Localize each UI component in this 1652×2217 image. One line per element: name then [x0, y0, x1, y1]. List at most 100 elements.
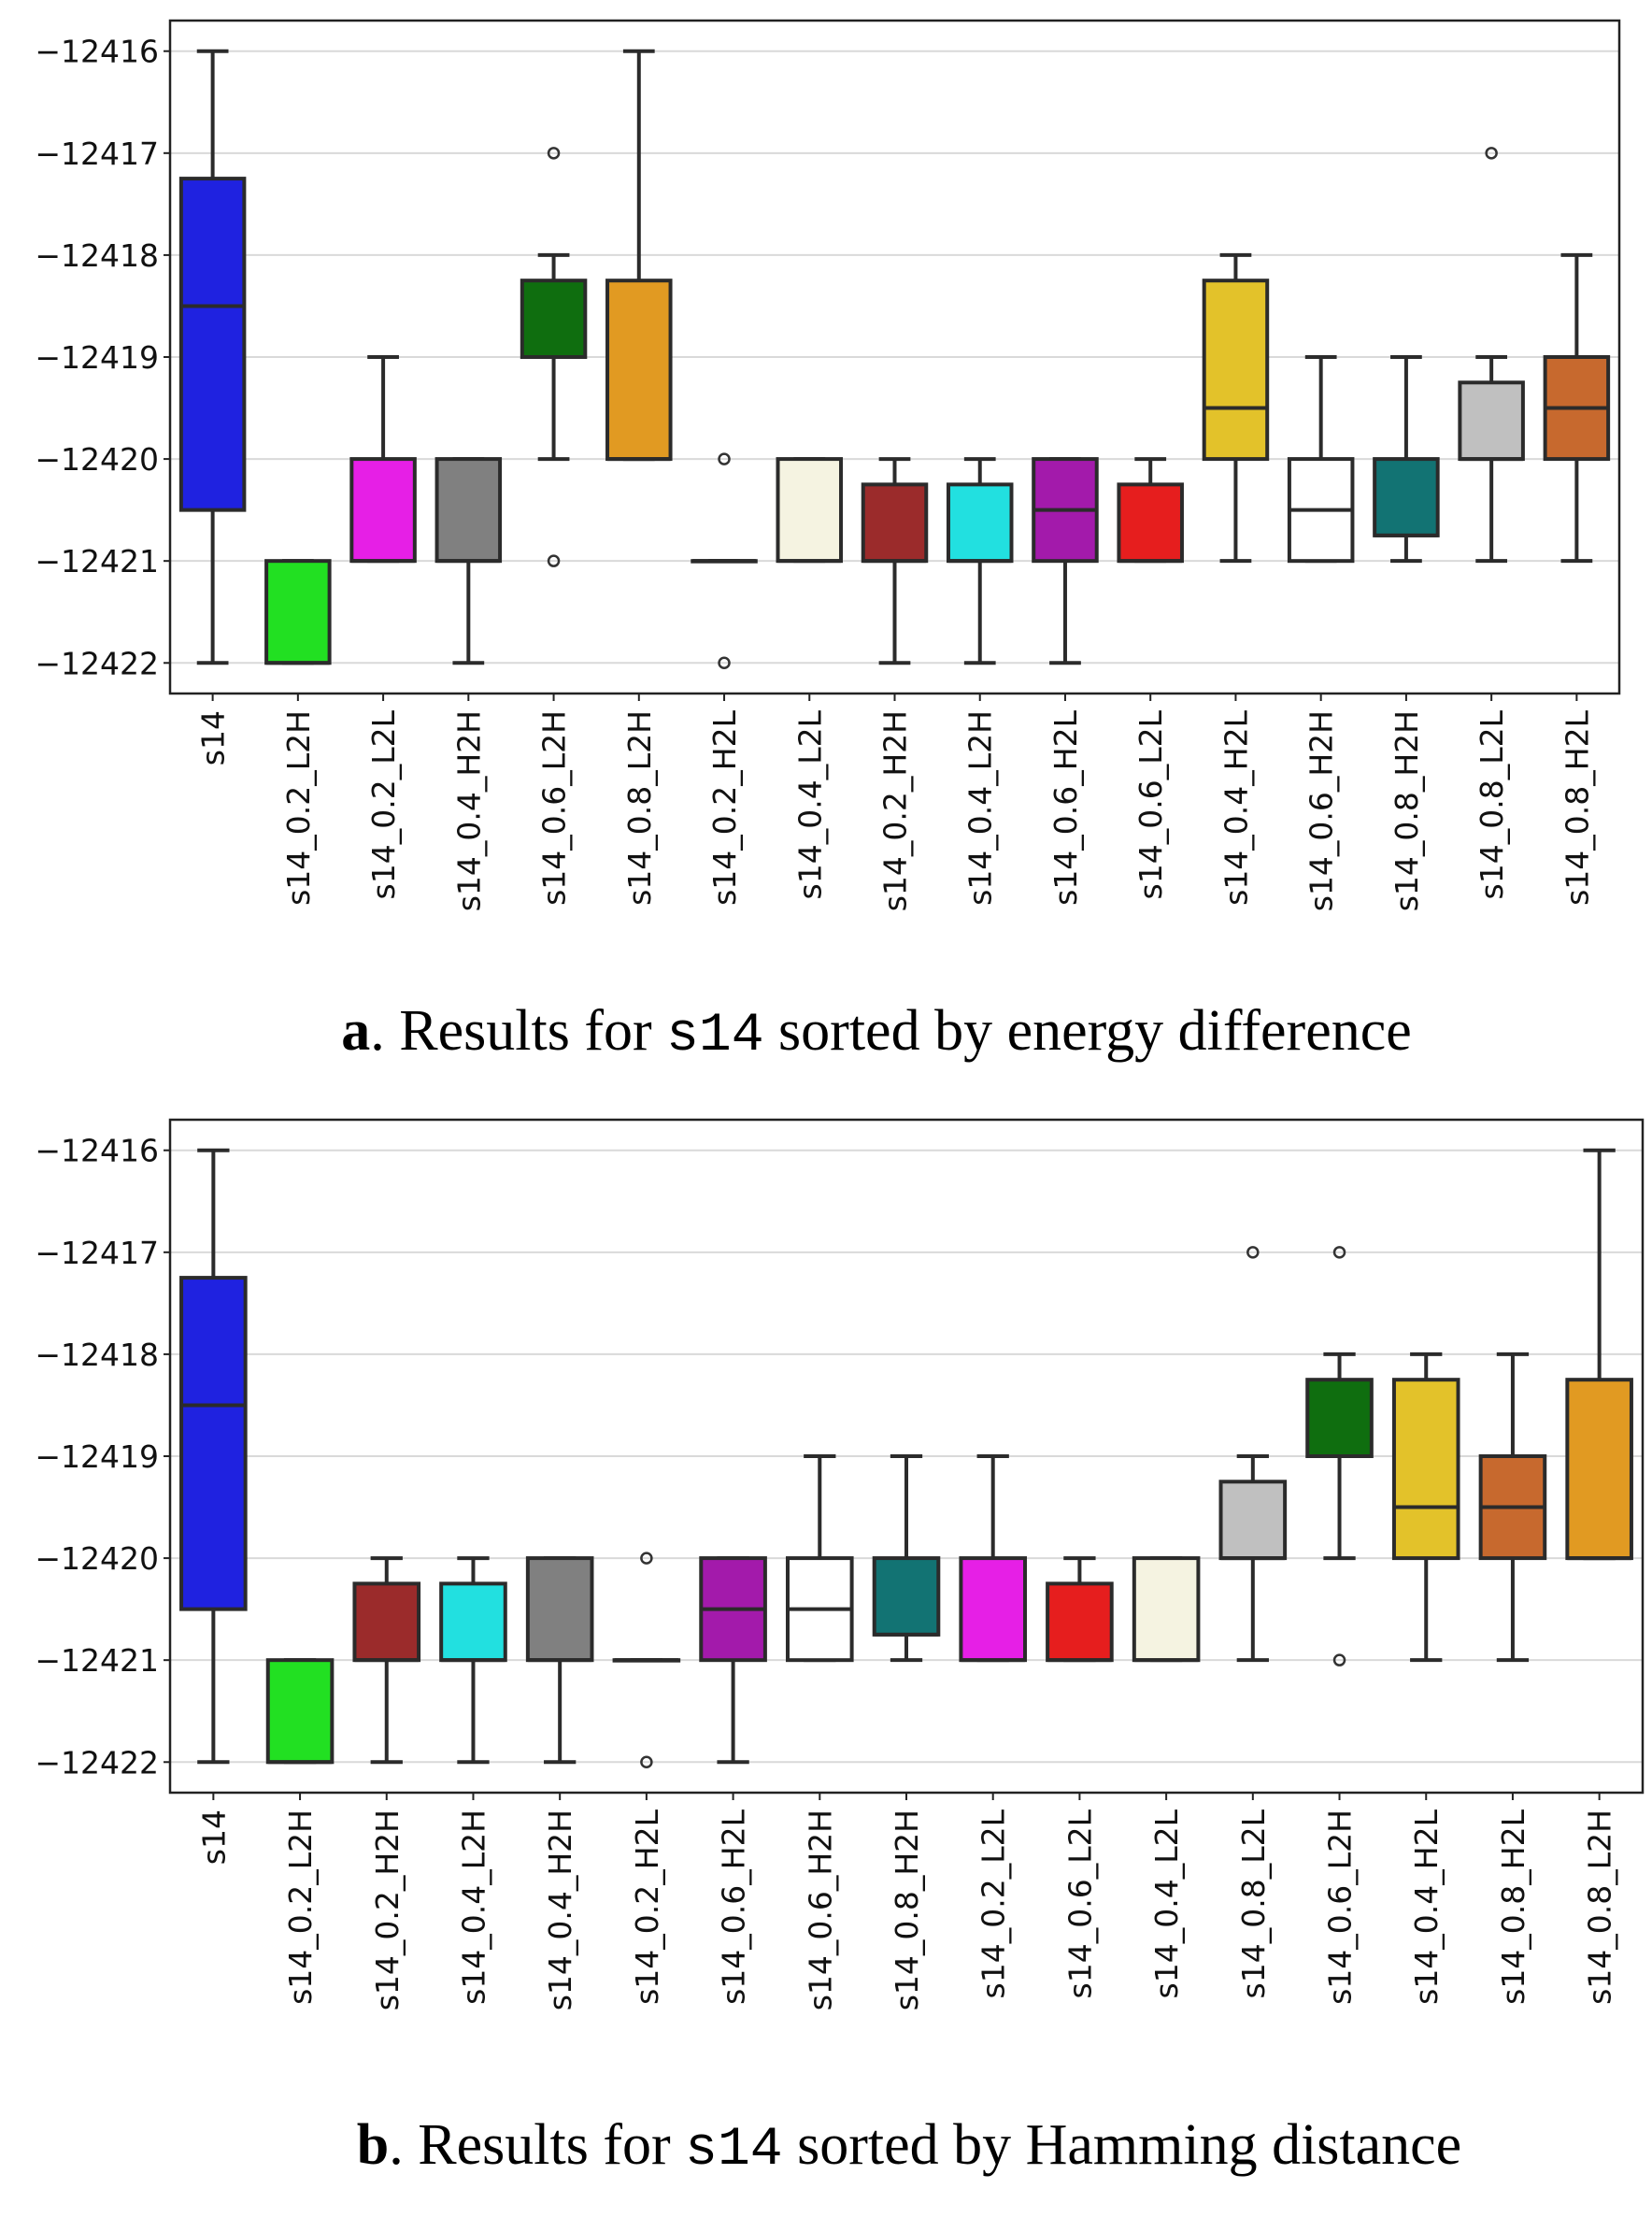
x-tick-label: s14_0.2_H2L — [629, 1809, 665, 2004]
box-body — [1202, 279, 1270, 462]
x-tick-label: s14_0.8_H2H — [889, 1809, 925, 2010]
x-tick-label: s14_0.4_H2H — [450, 710, 487, 911]
outlier-point — [718, 452, 731, 465]
box-body — [352, 1581, 421, 1663]
box-s14_0.4_H2H — [434, 457, 503, 665]
panel-b-caption-label: b — [357, 2113, 389, 2177]
plot-frame — [168, 1118, 1645, 1795]
panel-a-caption-label: a — [341, 999, 370, 1063]
x-tick-label: s14_0.4_H2L — [1408, 1809, 1445, 2004]
x-tick-label: s14_0.2_L2H — [280, 710, 317, 906]
outlier-point — [1332, 1246, 1346, 1259]
y-tick-label: −12420 — [35, 1540, 159, 1577]
panel-a-caption-prefix: . Results for — [370, 999, 666, 1063]
x-tick-label: s14 — [195, 710, 232, 765]
box-body — [1373, 457, 1440, 537]
x-tick-label: s14_0.8_H2L — [1559, 709, 1595, 905]
outlier-point — [547, 147, 561, 160]
box-s14_0.8_L2H — [1565, 1148, 1633, 1561]
box-s14_0.2_L2L — [349, 355, 417, 564]
box-s14_0.4_L2L — [776, 457, 844, 564]
y-tick-label: −12418 — [35, 237, 159, 274]
y-tick-label: −12420 — [35, 441, 159, 478]
box-body — [776, 457, 844, 564]
box-s14_0.6_H2H — [785, 1454, 854, 1663]
panel-a-caption: a. Results for s14 sorted by energy diff… — [341, 999, 1412, 1066]
x-tick-label: s14_0.6_H2H — [1303, 710, 1340, 911]
box-body — [1565, 1378, 1633, 1561]
box-body — [872, 1556, 941, 1637]
box-s14_0.2_H2L — [691, 452, 758, 670]
box-s14_0.8_L2L — [1458, 147, 1525, 564]
box-body — [520, 279, 588, 360]
box-body — [179, 1276, 248, 1611]
x-tick-label: s14_0.8_L2L — [1235, 1809, 1272, 1998]
box-body — [1218, 1480, 1288, 1561]
y-tick-label: −12421 — [35, 1642, 159, 1679]
box-body — [959, 1556, 1028, 1663]
box-s14_0.4_H2H — [525, 1556, 594, 1765]
box-body — [349, 457, 417, 564]
box-s14_0.4_H2L — [1391, 1352, 1460, 1663]
box-body — [178, 177, 247, 512]
box-body — [439, 1581, 507, 1663]
y-tick-label: −12416 — [35, 1133, 159, 1169]
x-tick-label: s14_0.2_L2L — [365, 709, 402, 899]
y-tick-label: −12416 — [35, 34, 159, 70]
outlier-point — [640, 1552, 653, 1565]
box-s14_0.8_L2L — [1218, 1246, 1288, 1663]
outlier-point — [1332, 1653, 1346, 1666]
box-body — [1391, 1378, 1460, 1561]
y-tick-label: −12418 — [35, 1337, 159, 1373]
x-tick-label: s14_0.6_H2L — [716, 1809, 752, 2004]
box-s14 — [178, 49, 247, 665]
box-body — [946, 482, 1014, 564]
box-s14_0.2_L2H — [264, 559, 332, 665]
box-body — [861, 482, 929, 564]
box-s14_0.4_L2L — [1132, 1556, 1201, 1663]
x-tick-label: s14_0.8_H2H — [1389, 710, 1425, 911]
y-tick-label: −12417 — [35, 136, 159, 172]
outlier-point — [1485, 147, 1498, 160]
box-s14_0.8_H2L — [1478, 1352, 1547, 1663]
box-body — [605, 279, 673, 462]
box-s14_0.6_H2H — [1287, 355, 1355, 564]
x-tick-label: s14_0.6_L2L — [1061, 1809, 1098, 1998]
x-tick-label: s14_0.4_L2H — [962, 710, 999, 906]
panel-b-chart: −12416 −12417 −12418 −12419 −12420 −12421 −124… — [35, 1118, 1645, 2010]
box-s14_0.8_H2H — [872, 1454, 941, 1663]
x-tick-label: s14_0.4_L2H — [455, 1809, 491, 2005]
box-s14_0.2_H2H — [861, 457, 929, 665]
box-s14_0.6_H2L — [1032, 457, 1099, 665]
x-tick-label: s14_0.2_L2L — [976, 1809, 1012, 1998]
panel-a-caption-code: s14 — [666, 1006, 763, 1066]
x-tick-label: s14_0.8_L2H — [621, 710, 658, 906]
x-tick-label: s14_0.8_L2L — [1474, 709, 1510, 899]
box-body — [264, 559, 332, 665]
box-s14_0.8_H2H — [1373, 355, 1440, 564]
x-tick-label: s14_0.2_H2H — [877, 710, 914, 911]
x-tick-label: s14_0.6_L2H — [536, 710, 573, 906]
box-body — [1305, 1378, 1374, 1458]
panel-b-caption-prefix: . Results for — [389, 2113, 685, 2177]
box-s14_0.2_H2H — [352, 1556, 421, 1765]
box-body — [1117, 482, 1184, 564]
box-body — [265, 1658, 335, 1765]
y-tick-label: −12422 — [35, 645, 159, 681]
box-s14_0.4_L2H — [946, 457, 1014, 665]
x-tick-label: s14_0.8_H2L — [1495, 1809, 1531, 2004]
box-s14_0.6_L2L — [1046, 1556, 1114, 1663]
x-tick-label: s14_0.2_H2L — [706, 709, 743, 905]
box-s14_0.2_H2L — [612, 1552, 681, 1769]
x-tick-label: s14_0.2_H2H — [369, 1809, 406, 2010]
panel-b-caption-suffix: sorted by Hamming distance — [783, 2113, 1462, 2177]
x-tick-label: s14_0.2_L2H — [282, 1809, 319, 2005]
box-body — [1046, 1581, 1114, 1663]
box-s14_0.6_L2L — [1117, 457, 1184, 564]
box-body — [434, 457, 503, 564]
y-tick-label: −12419 — [35, 1438, 159, 1475]
y-tick-label: −12421 — [35, 543, 159, 579]
y-tick-label: −12419 — [35, 339, 159, 376]
outlier-point — [718, 656, 731, 670]
